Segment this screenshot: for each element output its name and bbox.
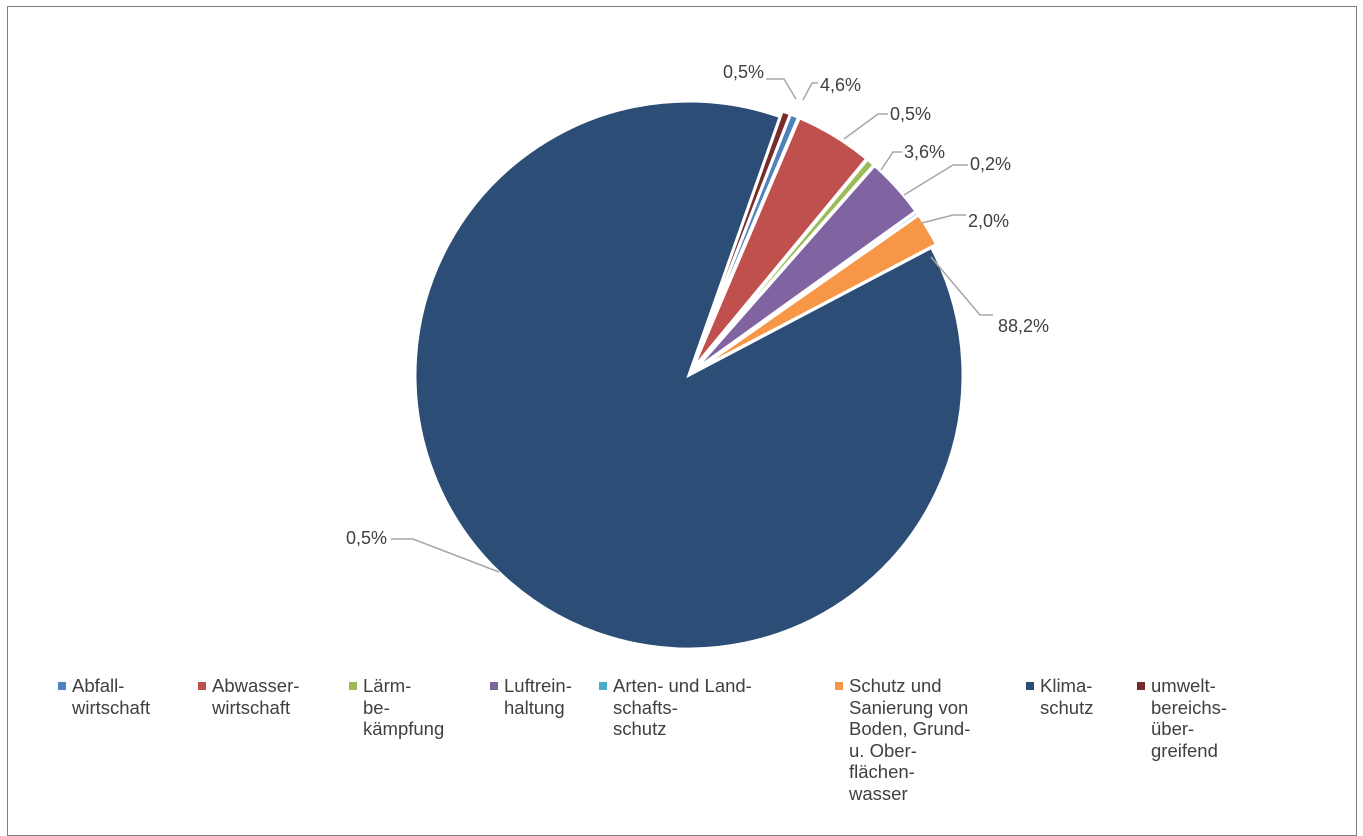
slices-layer (415, 101, 963, 649)
legend-swatch (1137, 682, 1145, 690)
legend-item-lärm: Lärm- be- kämpfung (349, 675, 444, 740)
legend-swatch (349, 682, 357, 690)
legend-item-schutz-und: Schutz und Sanierung von Boden, Grund- u… (835, 675, 970, 804)
legend-label: Arten- und Land- schafts- schutz (613, 675, 752, 740)
legend-swatch (599, 682, 607, 690)
leader-line-4 (881, 152, 902, 170)
data-label-4: 3,6% (904, 142, 945, 162)
legend-label: Abfall- wirtschaft (72, 675, 150, 718)
leader-line-1 (766, 79, 796, 99)
data-label-8: 0,5% (346, 528, 387, 548)
data-label-6: 2,0% (968, 211, 1009, 231)
legend-item-luftrein: Luftrein- haltung (490, 675, 572, 718)
leader-line-6 (922, 215, 966, 223)
leader-line-3 (844, 114, 888, 139)
legend-item-arten-und-land: Arten- und Land- schafts- schutz (599, 675, 752, 740)
leader-line-5 (904, 165, 968, 195)
legend-item-klima: Klima- schutz (1026, 675, 1093, 718)
data-label-5: 0,2% (970, 154, 1011, 174)
chart-frame: 0,5% 4,6% 0,5% 3,6% 0,2% 2,0% 88,2% 0,5% Abfall… (7, 6, 1357, 836)
legend-label: Klima- schutz (1040, 675, 1093, 718)
legend-swatch (490, 682, 498, 690)
legend-item-abfall: Abfall- wirtschaft (58, 675, 150, 718)
legend-label: Luftrein- haltung (504, 675, 572, 718)
data-label-2: 4,6% (820, 75, 861, 95)
leader-line-2 (803, 83, 818, 100)
legend-swatch (1026, 682, 1034, 690)
data-label-3: 0,5% (890, 104, 931, 124)
data-label-1: 0,5% (723, 62, 764, 82)
data-label-7: 88,2% (998, 316, 1049, 336)
legend-label: Schutz und Sanierung von Boden, Grund- u… (849, 675, 970, 804)
legend-swatch (835, 682, 843, 690)
legend-item-umwelt: umwelt- bereichs- über- greifend (1137, 675, 1227, 761)
legend-item-abwasser: Abwasser- wirtschaft (198, 675, 299, 718)
legend-label: Abwasser- wirtschaft (212, 675, 299, 718)
legend-swatch (58, 682, 66, 690)
legend-label: Lärm- be- kämpfung (363, 675, 444, 740)
legend-swatch (198, 682, 206, 690)
legend: Abfall- wirtschaft Abwasser- wirtschaft Lä… (58, 675, 1318, 835)
legend-label: umwelt- bereichs- über- greifend (1151, 675, 1227, 761)
